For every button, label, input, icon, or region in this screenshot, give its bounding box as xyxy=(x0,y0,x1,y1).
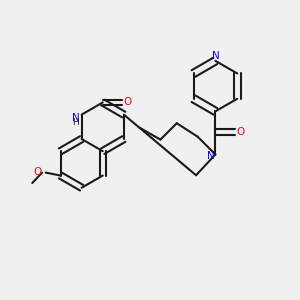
Text: N: N xyxy=(72,112,80,123)
Text: O: O xyxy=(236,127,244,137)
Text: O: O xyxy=(123,98,131,107)
Text: N: N xyxy=(212,51,219,62)
Text: H: H xyxy=(72,118,79,127)
Text: O: O xyxy=(34,167,42,177)
Text: N: N xyxy=(207,151,215,161)
